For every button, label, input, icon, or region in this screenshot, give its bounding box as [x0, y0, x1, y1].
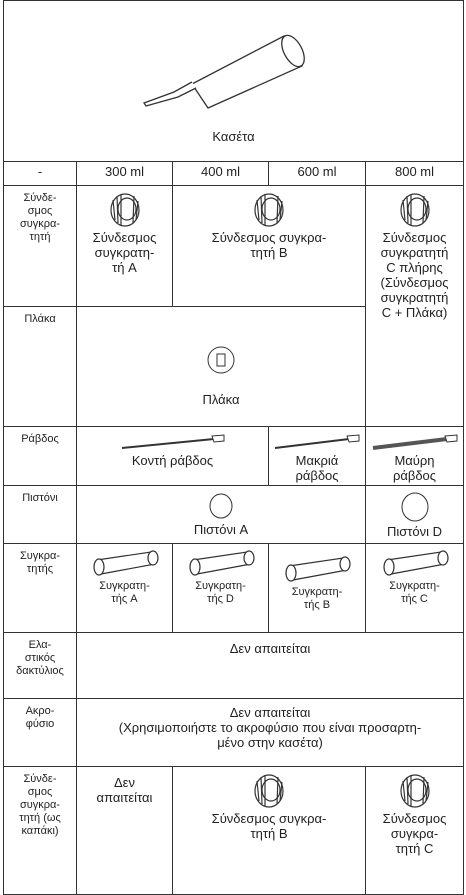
cell: Συγκρατη- τής B — [268, 543, 366, 633]
cartridge-cell: Κασέτα — [3, 0, 464, 162]
cell: Μαύρη ράβδος — [365, 426, 464, 486]
cell: Σύνδεσμος συγκρατη- τή A — [76, 185, 173, 307]
cell-text: Μακριά ράβδος — [295, 453, 339, 483]
cell-text: Πιστόνι A — [193, 522, 249, 537]
cell: Συγκρατη- τής C — [365, 543, 464, 633]
row-label: Ελα- στικός δακτύλιος — [3, 632, 77, 699]
cartridge-icon — [142, 34, 305, 109]
row-label: Ακρο- φύσιο — [3, 698, 77, 767]
cell-text: Σύνδεσμος συγκρα- τητή B — [211, 811, 327, 841]
parts-table: Κασέτα - 300 ml 400 ml 600 ml 800 ml Σύν… — [3, 0, 464, 895]
ring-icon — [399, 774, 430, 808]
row-label: Πλάκα — [3, 306, 77, 427]
cell: Δεν απαιτείται (Χρησιμοποιήστε το ακροφύ… — [76, 698, 464, 767]
cell-text: Συγκρατη- τής C — [389, 580, 440, 605]
cell: Σύνδεσμος συγκρα- τητή B — [172, 185, 366, 307]
piston-icon — [209, 493, 233, 519]
ring-icon — [254, 774, 284, 808]
cell: Πιστόνι A — [76, 485, 366, 544]
row-label: Σύνδε- σμος συγκρα- τητή (ως καπάκι) — [3, 766, 77, 895]
column-header: - — [3, 161, 77, 186]
cell-text: Κοντή ράβδος — [131, 453, 214, 468]
cartridge-caption: Κασέτα — [212, 129, 255, 144]
column-header: 300 ml — [76, 161, 173, 186]
cell: Πιστόνι D — [365, 485, 464, 544]
column-header: 600 ml — [268, 161, 366, 186]
cell-text: Σύνδεσμος συγκρατη- τή A — [92, 230, 157, 275]
cell: Συγκρατη- τής A — [76, 543, 173, 633]
row-label: Σύνδε- σμος συγκρα- τητή — [3, 185, 77, 307]
rod-icon — [274, 434, 360, 449]
rod-icon — [121, 434, 224, 449]
row-label: Πιστόνι — [3, 485, 77, 544]
cell-text: Συγκρατη- τής A — [99, 580, 150, 605]
cell-text: Συγκρατη- τής B — [291, 586, 343, 611]
piston-icon — [401, 492, 428, 522]
holder-icon — [382, 550, 449, 576]
ring-icon — [399, 193, 430, 227]
row-label: Ράβδος — [3, 426, 77, 486]
cell: Δεν απαιτείται — [76, 766, 173, 895]
column-header: 400 ml — [172, 161, 269, 186]
plate-icon — [207, 346, 235, 374]
cell: Δεν απαιτείται — [76, 632, 464, 699]
rod-icon — [372, 434, 457, 450]
cell: Κοντή ράβδος — [76, 426, 269, 486]
cell-text: Συγκρατη- τής D — [195, 580, 246, 605]
cell-text: Μαύρη ράβδος — [392, 453, 437, 483]
cell-text: Σύνδεσμος συγκρα- τητή B — [211, 230, 327, 260]
cell-text: Σύνδεσμος συγκρα- τητή C — [382, 811, 447, 856]
holder-icon — [285, 556, 351, 582]
cell: Πλάκα — [76, 306, 366, 427]
holder-icon — [188, 550, 255, 576]
row-label: Συγκρα- τητής — [3, 543, 77, 633]
column-header: 800 ml — [365, 161, 464, 186]
cell-text: Σύνδεσμος συγκρατητή C πλήρης (Σύνδεσμος… — [380, 230, 449, 320]
cell: Μακριά ράβδος — [268, 426, 366, 486]
cell: Σύνδεσμος συγκρατητή C πλήρης (Σύνδεσμος… — [365, 185, 464, 427]
cell: Σύνδεσμος συγκρα- τητή C — [365, 766, 464, 895]
holder-icon — [92, 550, 159, 576]
cell-text: Πιστόνι D — [386, 524, 443, 539]
cell: Συγκρατη- τής D — [172, 543, 269, 633]
ring-icon — [109, 193, 140, 227]
cell: Σύνδεσμος συγκρα- τητή B — [172, 766, 366, 895]
cell-text: Πλάκα — [202, 392, 240, 407]
page: Κασέτα - 300 ml 400 ml 600 ml 800 ml Σύν… — [3, 0, 464, 895]
ring-icon — [254, 193, 284, 227]
